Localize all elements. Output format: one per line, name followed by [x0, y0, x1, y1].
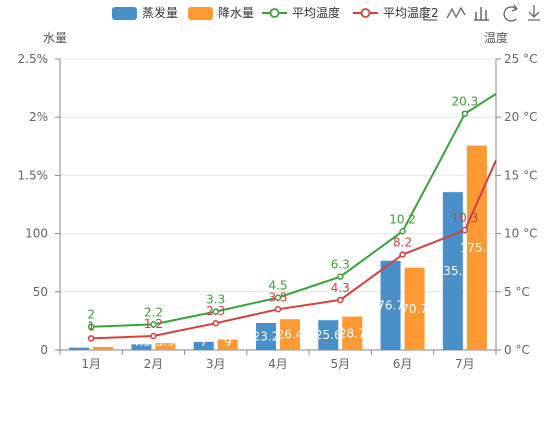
line-point[interactable] — [87, 323, 95, 330]
download-icon[interactable] — [528, 5, 540, 21]
bar-precipitation[interactable] — [466, 145, 487, 350]
line-data-label: 1 — [87, 319, 95, 333]
line-data-label: 2.2 — [144, 305, 163, 319]
y-right-tick-label: 15 °C — [504, 168, 537, 182]
line-point[interactable] — [461, 226, 469, 234]
line-chart-icon-shape — [446, 6, 466, 19]
x-tick-label: 5月 — [330, 357, 350, 371]
bar-data-label: 135.6 — [436, 264, 470, 278]
bar-data-label: 7 — [200, 335, 208, 349]
line-point[interactable] — [399, 228, 406, 235]
line-point[interactable] — [212, 319, 219, 327]
line-data-label: 4.5 — [268, 279, 287, 293]
download-icon-shape — [528, 5, 540, 21]
line-point[interactable] — [399, 251, 406, 258]
line-point[interactable] — [461, 110, 469, 117]
bar-evaporation[interactable] — [69, 347, 90, 350]
bar-precipitation[interactable] — [217, 339, 238, 350]
y-right-tick-label: 25 °C — [504, 52, 537, 66]
bar-evaporation[interactable] — [193, 341, 214, 350]
bar-data-label: 5.9 — [156, 335, 175, 349]
bar-evaporation[interactable] — [131, 344, 152, 350]
x-tick-label: 4月 — [268, 357, 288, 371]
y-left-tick-label: 0 — [40, 343, 48, 357]
legend-swatch-marker[interactable] — [269, 8, 280, 18]
x-tick-label: 1月 — [81, 357, 101, 371]
bar-evaporation[interactable] — [256, 322, 276, 350]
y-right-tick-label: 5 °C — [504, 285, 530, 299]
bar-chart-icon[interactable] — [474, 7, 489, 21]
x-tick-label: 3月 — [206, 357, 226, 371]
y-left-tick-label: 2.5% — [18, 52, 49, 66]
line-point[interactable] — [212, 308, 219, 315]
line-temp-avg[interactable] — [91, 93, 497, 328]
legend-item-label[interactable]: 平均温度 — [292, 5, 340, 20]
legend-item-label[interactable]: 蒸发量 — [142, 5, 178, 20]
line-data-label: 3.5 — [268, 290, 287, 304]
bar-precipitation[interactable] — [280, 319, 300, 350]
bar-evaporation[interactable] — [318, 320, 339, 350]
bar-chart-icon-shape — [474, 7, 489, 21]
area-zoom-icon-shape — [423, 7, 437, 21]
y-left-tick-label: 2% — [29, 110, 48, 124]
bar-precipitation[interactable] — [342, 316, 363, 350]
line-data-label: 10.3 — [451, 211, 478, 225]
bar-data-label: 9 — [224, 335, 232, 349]
legend-item-label[interactable]: 降水量 — [218, 6, 254, 20]
bar-evaporation[interactable] — [380, 260, 401, 350]
bar-data-label: 4.9 — [132, 335, 151, 349]
line-point[interactable] — [337, 296, 344, 304]
line-point[interactable] — [274, 306, 282, 313]
line-chart-icon[interactable] — [446, 6, 466, 19]
bar-data-label: 2 — [75, 335, 83, 349]
refresh-icon[interactable] — [503, 4, 519, 22]
y-right-tick-label: 20 °C — [504, 110, 537, 124]
legend-swatch[interactable] — [188, 7, 213, 20]
bar-data-label: 76.7 — [377, 298, 404, 312]
line-data-label: 2 — [87, 308, 95, 322]
y-right-tick-label: 10 °C — [504, 227, 537, 241]
line-data-label: 8.2 — [393, 236, 412, 250]
legend-swatch-marker[interactable] — [360, 8, 371, 18]
bar-precipitation[interactable] — [155, 343, 176, 350]
x-tick-label: 7月 — [455, 357, 475, 371]
bar-precipitation[interactable] — [404, 267, 425, 350]
y-right-tick-label: 0 °C — [504, 343, 530, 357]
line-point[interactable] — [274, 294, 282, 301]
y-left-tick-label: 100 — [25, 227, 48, 241]
y-left-tick-label: 1.5% — [18, 168, 49, 182]
line-data-label: 10.2 — [389, 212, 416, 226]
line-point[interactable] — [337, 273, 344, 280]
bar-precipitation[interactable] — [93, 346, 114, 350]
line-data-label: 20.3 — [451, 95, 478, 109]
x-tick-label: 6月 — [393, 357, 413, 371]
bar-data-label: 28.7 — [339, 326, 366, 340]
line-point[interactable] — [150, 332, 157, 340]
bar-data-label: 26.4 — [277, 328, 304, 342]
bar-data-label: 175.6 — [460, 241, 494, 255]
line-data-label: 2.3 — [206, 304, 225, 318]
line-data-label: 1.2 — [144, 317, 163, 331]
y-left-axis-name: 水量 — [43, 31, 67, 45]
y-right-axis-name: 温度 — [484, 30, 508, 45]
y-left-tick-label: 50 — [33, 285, 48, 299]
bar-data-label: 23.2 — [253, 329, 280, 343]
bar-data-label: 70.7 — [401, 302, 428, 316]
x-tick-label: 2月 — [144, 357, 164, 371]
bar-evaporation[interactable] — [442, 192, 463, 350]
line-point[interactable] — [87, 335, 95, 342]
bar-data-label: 25.6 — [315, 328, 342, 342]
line-data-label: 6.3 — [331, 258, 350, 272]
line-temp-avg2[interactable] — [91, 159, 497, 340]
line-data-label: 4.3 — [331, 281, 350, 295]
area-zoom-icon[interactable] — [423, 7, 437, 21]
line-data-label: 3.3 — [206, 293, 225, 307]
legend-swatch[interactable] — [112, 7, 137, 20]
line-point[interactable] — [150, 321, 157, 328]
legend-item-label[interactable]: 平均温度2 — [383, 5, 439, 20]
refresh-icon-shape — [503, 4, 519, 22]
